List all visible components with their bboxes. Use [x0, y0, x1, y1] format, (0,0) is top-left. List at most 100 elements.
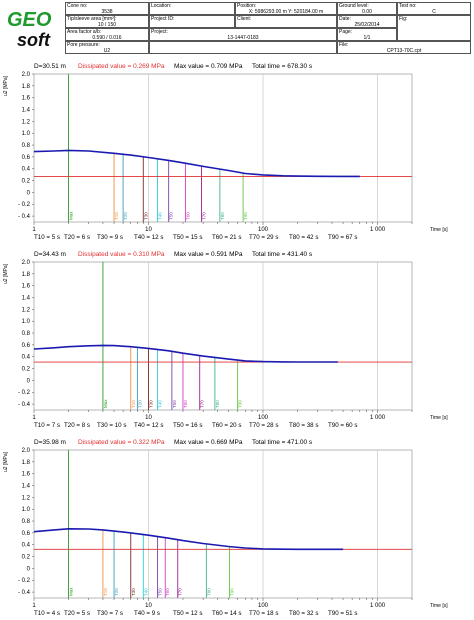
y-tick-label: 0.6: [22, 155, 31, 161]
pore-pressure-curve: [33, 528, 344, 551]
y-tick-label: 0.8: [22, 519, 31, 525]
date-cell: Date: 25/02/2014: [337, 15, 397, 28]
dissipation-panel-1: D=30.51 m Dissipated value = 0.269 MPa Max…: [0, 58, 474, 240]
y-tick-label: 1.2: [22, 119, 31, 125]
marker-label-t30: T30: [149, 400, 154, 408]
summary-t20: T20 = 6 s: [64, 234, 90, 240]
marker-label-t10: T10: [131, 400, 136, 408]
marker-label-t20: T20: [123, 212, 128, 220]
project-id-cell: Project ID:: [149, 15, 235, 28]
marker-label-t80: T80: [215, 400, 220, 408]
marker-label-max: Max: [103, 399, 108, 408]
x-tick-label: 1: [32, 603, 36, 609]
x-axis-label: Time [s]: [430, 415, 448, 421]
y-tick-label: 1.8: [22, 84, 31, 90]
summary-t50: T50 = 12 s: [173, 610, 202, 616]
y-tick-label: 1.6: [22, 96, 31, 102]
marker-label-t60: T60: [185, 212, 190, 220]
summary-t50: T50 = 15 s: [173, 234, 202, 240]
pore-pressure-cell: Pore pressure: U2: [65, 41, 149, 54]
geosoft-logo: GEO soft: [3, 2, 65, 54]
position-cell: Position: X: 5986293.00 m Y: 520184.00 m: [235, 2, 337, 15]
cone-no-cell: Cone no: 3538: [65, 2, 149, 15]
marker-label-t30: T30: [131, 588, 136, 596]
summary-t80: T80 = 32 s: [289, 610, 318, 616]
tip-area-cell: Tip/sleeve area [mm²]: 10 / 150: [65, 15, 149, 28]
marker-label-t20: T20: [137, 400, 142, 408]
marker-label-t60: T60: [165, 588, 170, 596]
ground-level-cell: Ground level: 0.00: [337, 2, 397, 15]
x-tick-label: 1 000: [370, 227, 386, 233]
y-tick-label: 1.2: [22, 495, 31, 501]
marker-label-t40: T40: [143, 588, 148, 596]
y-tick-label: 0.8: [22, 143, 31, 149]
summary-t20: T20 = 5 s: [64, 610, 90, 616]
marker-label-max: Max: [68, 587, 73, 596]
max-label: Max value = 0.591 MPa: [174, 251, 243, 258]
summary-t90: T90 = 67 s: [328, 234, 357, 240]
y-tick-label: 1.0: [22, 131, 31, 137]
y-tick-label: - 0.2: [18, 202, 31, 208]
x-tick-label: 10: [145, 227, 152, 233]
y-tick-label: 2.0: [22, 72, 31, 78]
dissipation-panel-3: D=35.98 m Dissipated value = 0.322 MPa Max…: [0, 434, 474, 616]
x-tick-label: 10: [145, 415, 152, 421]
y-tick-label: - 0.2: [18, 578, 31, 584]
marker-label-t70: T70: [200, 400, 205, 408]
plot-frame: [33, 449, 413, 599]
marker-label-t70: T70: [201, 212, 206, 220]
total-time-label: Total time = 431.40 s: [252, 251, 313, 258]
marker-label-t20: T20: [114, 588, 119, 596]
marker-label-t80: T80: [206, 588, 211, 596]
summary-t70: T70 = 18 s: [249, 610, 278, 616]
x-tick-label: 100: [258, 415, 269, 421]
marker-label-t90: T90: [243, 212, 248, 220]
y-tick-label: 0: [27, 566, 31, 572]
marker-label-t30: T30: [143, 212, 148, 220]
marker-label-t50: T50: [172, 400, 177, 408]
y-tick-label: 1.0: [22, 507, 31, 513]
marker-label-t70: T70: [178, 588, 183, 596]
depth-label: D=30.51 m: [34, 63, 66, 70]
marker-label-t10: T10: [103, 588, 108, 596]
x-tick-label: 10: [145, 603, 152, 609]
marker-label-t90: T90: [238, 400, 243, 408]
max-label: Max value = 0.709 MPa: [174, 63, 243, 70]
summary-t30: T30 = 9 s: [97, 234, 123, 240]
y-tick-label: 0.2: [22, 555, 31, 561]
y-tick-label: 0.8: [22, 331, 31, 337]
y-axis-label: u2 [MPa]: [3, 75, 9, 96]
marker-label-t10: T10: [114, 212, 119, 220]
y-tick-label: 0.4: [22, 167, 31, 173]
file-cell: File: CPT13-70C.cpt: [337, 41, 471, 54]
y-tick-label: 1.4: [22, 296, 31, 302]
fig-cell: Fig:: [397, 15, 471, 41]
y-tick-label: 0.2: [22, 367, 31, 373]
y-tick-label: 1.6: [22, 284, 31, 290]
y-tick-label: 1.0: [22, 319, 31, 325]
depth-label: D=34.43 m: [34, 251, 66, 258]
dissipation-panel-2: D=34.43 m Dissipated value = 0.310 MPa Max…: [0, 246, 474, 428]
x-axis-label: Time [s]: [430, 227, 448, 233]
summary-t80: T80 = 42 s: [289, 234, 318, 240]
svg-text:soft: soft: [17, 30, 51, 50]
x-tick-label: 1: [32, 415, 36, 421]
x-axis-label: Time [s]: [430, 603, 448, 609]
marker-label-t40: T40: [158, 400, 163, 408]
marker-label-t60: T60: [183, 400, 188, 408]
y-tick-label: 2.0: [22, 448, 31, 454]
summary-t70: T70 = 29 s: [249, 234, 278, 240]
y-axis-label: u2 [MPa]: [3, 263, 9, 284]
marker-label-t90: T90: [230, 588, 235, 596]
marker-label-t50: T50: [169, 212, 174, 220]
summary-t20: T20 = 8 s: [64, 422, 90, 428]
y-tick-label: 1.4: [22, 108, 31, 114]
summary-t50: T50 = 16 s: [173, 422, 202, 428]
marker-label-t40: T40: [158, 212, 163, 220]
total-time-label: Total time = 678.30 s: [252, 63, 313, 70]
y-tick-label: - 0.4: [18, 590, 31, 596]
summary-t30: T30 = 7 s: [97, 610, 123, 616]
dissipation-chart-3: D=35.98 m Dissipated value = 0.322 MPa Max…: [3, 439, 448, 616]
y-tick-label: 2.0: [22, 260, 31, 266]
y-tick-label: 1.2: [22, 307, 31, 313]
